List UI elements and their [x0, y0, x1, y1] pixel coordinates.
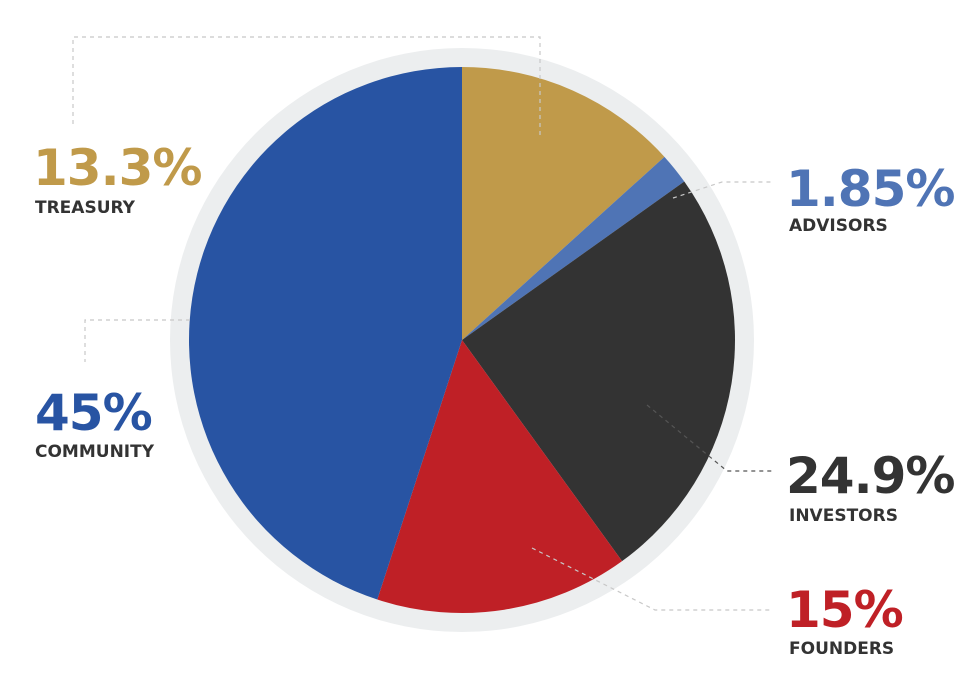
- leader-line-founders: [531, 547, 772, 611]
- leader-line-community: [84, 319, 190, 362]
- slice-value-label-founders: 15%: [786, 581, 903, 639]
- slice-value-label-investors: 24.9%: [786, 447, 954, 505]
- slice-name-label-community: COMMUNITY: [35, 442, 155, 462]
- pie-slice-treasury: [462, 67, 665, 340]
- leader-lines: [72, 36, 775, 611]
- pie-slice-founders: [377, 340, 623, 614]
- leader-line-advisors: [672, 181, 772, 199]
- slice-value-label-treasury: 13.3%: [33, 139, 201, 197]
- leader-line-treasury: [72, 36, 541, 135]
- slice-value-label-advisors: 1.85%: [786, 160, 954, 218]
- pie-slice-advisors: [462, 156, 685, 340]
- pie-slices: [188, 67, 735, 614]
- pie-slice-investors: [462, 181, 735, 562]
- leader-line-investors: [646, 404, 775, 472]
- slice-value-label-community: 45%: [35, 384, 152, 442]
- slice-name-label-investors: INVESTORS: [789, 506, 898, 526]
- slice-name-label-founders: FOUNDERS: [789, 639, 894, 659]
- slice-name-label-advisors: ADVISORS: [789, 216, 888, 236]
- slice-name-label-treasury: TREASURY: [35, 198, 136, 218]
- pie-slice-community: [188, 67, 462, 600]
